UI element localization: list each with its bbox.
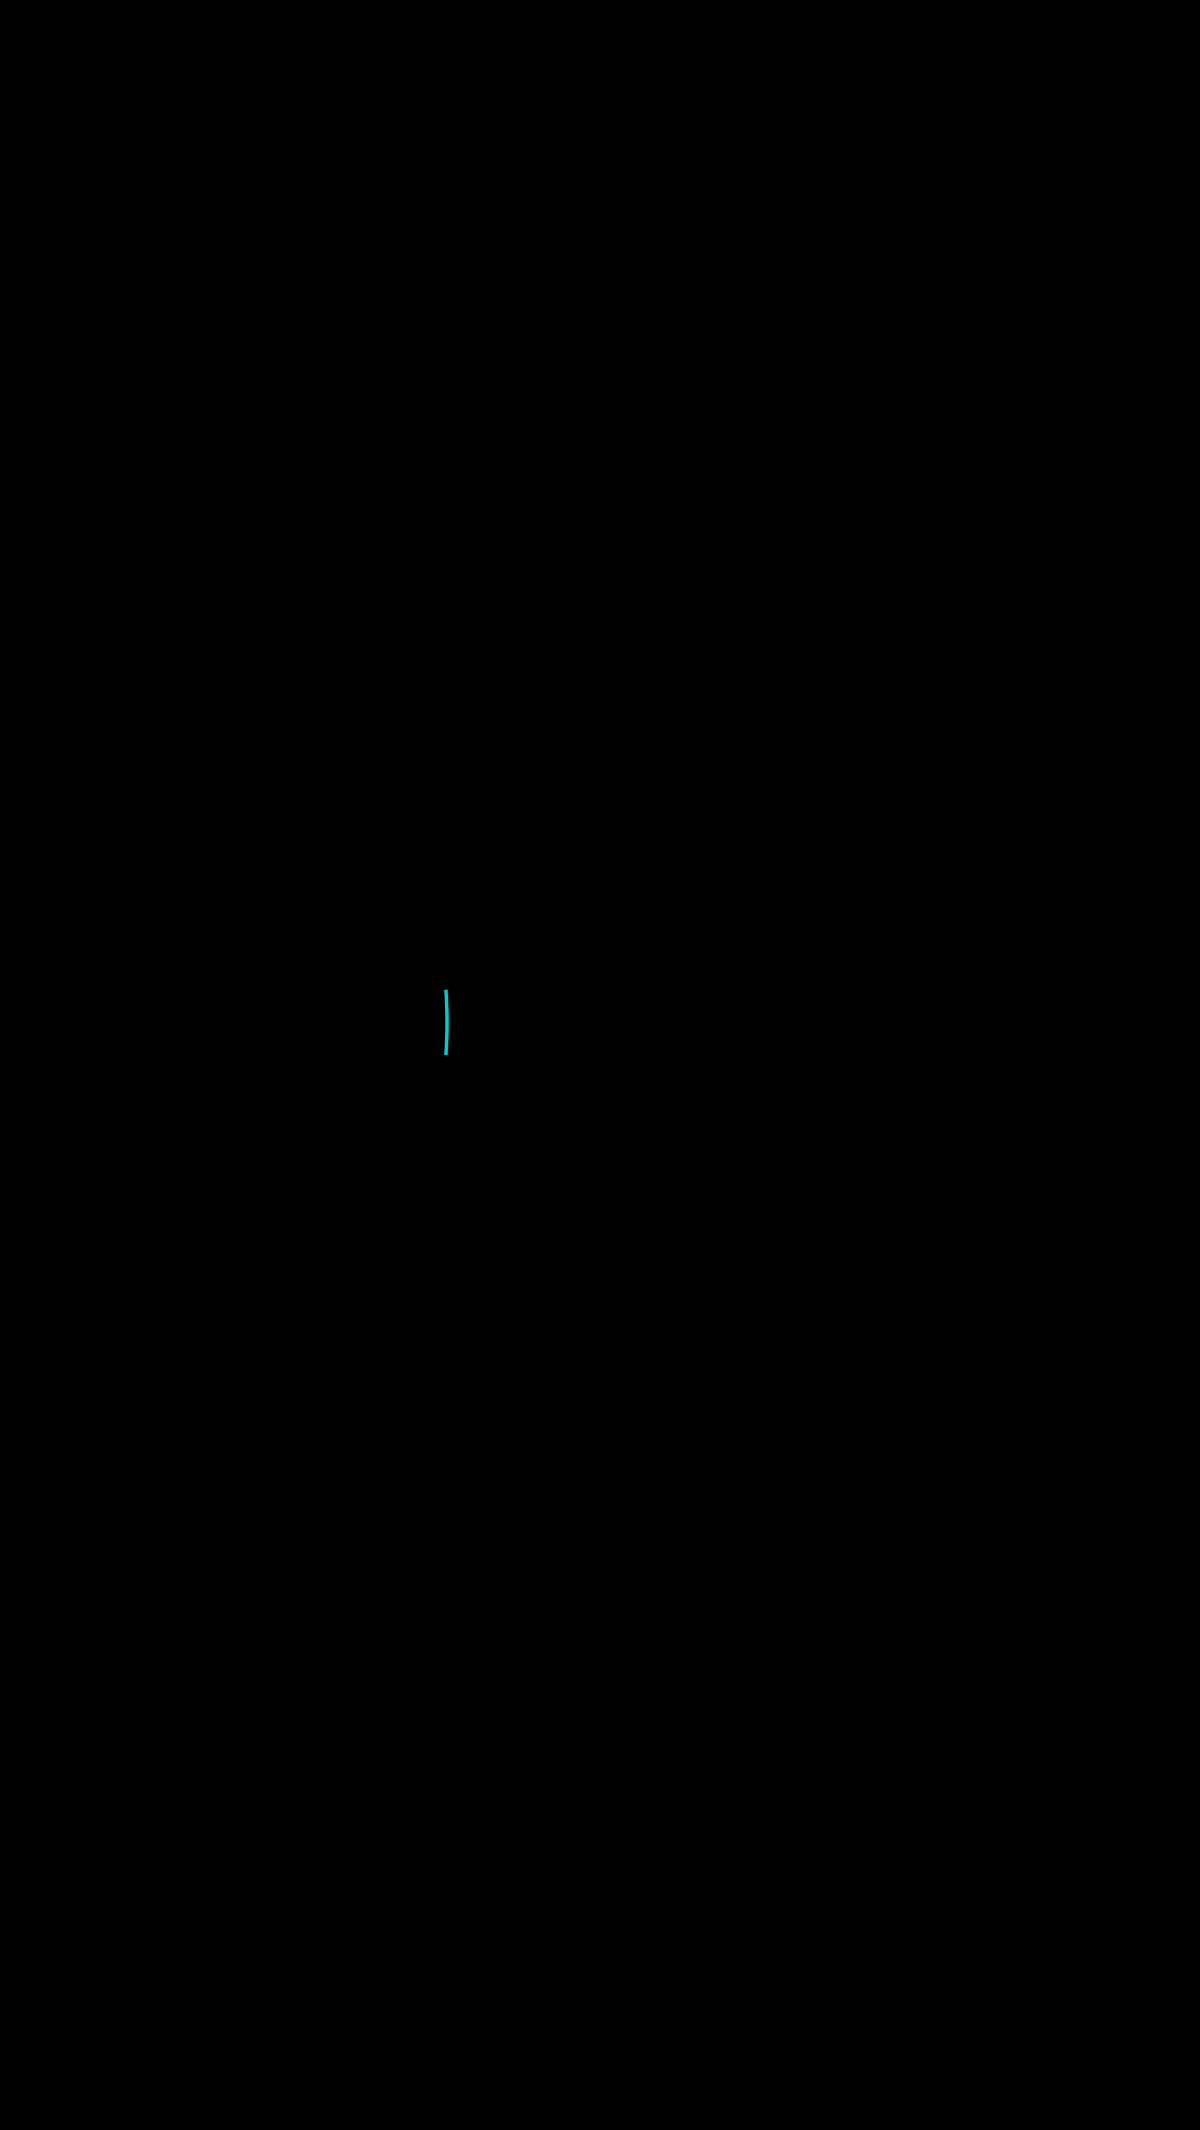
Text: $\bar{y} = \dfrac{1 + \sqrt{1 + 4p}}{2}.$: $\bar{y} = \dfrac{1 + \sqrt{1 + 4p}}{2}.… xyxy=(509,1859,691,1915)
Text: $\lim_{n\to\infty} \sup\,(|x_j\,(n)|)^{1/n} = \lambda_j.$: $\lim_{n\to\infty} \sup\,(|x_j\,(n)|)^{1… xyxy=(496,1001,752,1044)
Text: From this, we obtain the following difference equation: From this, we obtain the following diffe… xyxy=(84,1412,601,1429)
Text: $(8)$: $(8)$ xyxy=(1078,1540,1104,1561)
Text: $\mathbf{Theorem\ 5}$: $\mathbf{Theorem\ 5}$ xyxy=(84,799,197,818)
Text: $\it{equation\ (7).}$: $\it{equation\ (7).}$ xyxy=(84,1246,205,1269)
Text: positive equilibrium point of Eq.$\,(8)$ is: positive equilibrium point of Eq.$\,(8)$… xyxy=(84,1749,443,1772)
Text: where $p = \dfrac{B}{A^2}$. From now on, we handle the difference equation $(8)$: where $p = \dfrac{B}{A^2}$. From now on,… xyxy=(84,1678,838,1719)
Text: $\it{Suppose\ that\ (5)\ holds.\ \ If\ }$$\it{x\,(n)}$$\it{\ is\ a\ solution\ of: $\it{Suppose\ that\ (5)\ holds.\ \ If\ }… xyxy=(222,799,815,822)
Text: $y_{n+1} = 1 + p\dfrac{y_n}{y_{n-m}^2}$: $y_{n+1} = 1 + p\dfrac{y_n}{y_{n-m}^2}$ xyxy=(502,1525,698,1576)
Text: $\it{where\ \lambda_1,\cdots,\lambda_k\ are\ the\ (not\ necessarily\ distinct)\ : $\it{where\ \lambda_1,\cdots,\lambda_k\ … xyxy=(84,1182,787,1206)
Text: $\it{x\,(n) = 0\ \ eventually\ or}$: $\it{x\,(n) = 0\ \ eventually\ or}$ xyxy=(84,863,299,886)
Text: Firstly, we take the change of the variables for Eq.$\,(2)$ as follows $y_n = \d: Firstly, we take the change of the varia… xyxy=(132,1342,822,1380)
